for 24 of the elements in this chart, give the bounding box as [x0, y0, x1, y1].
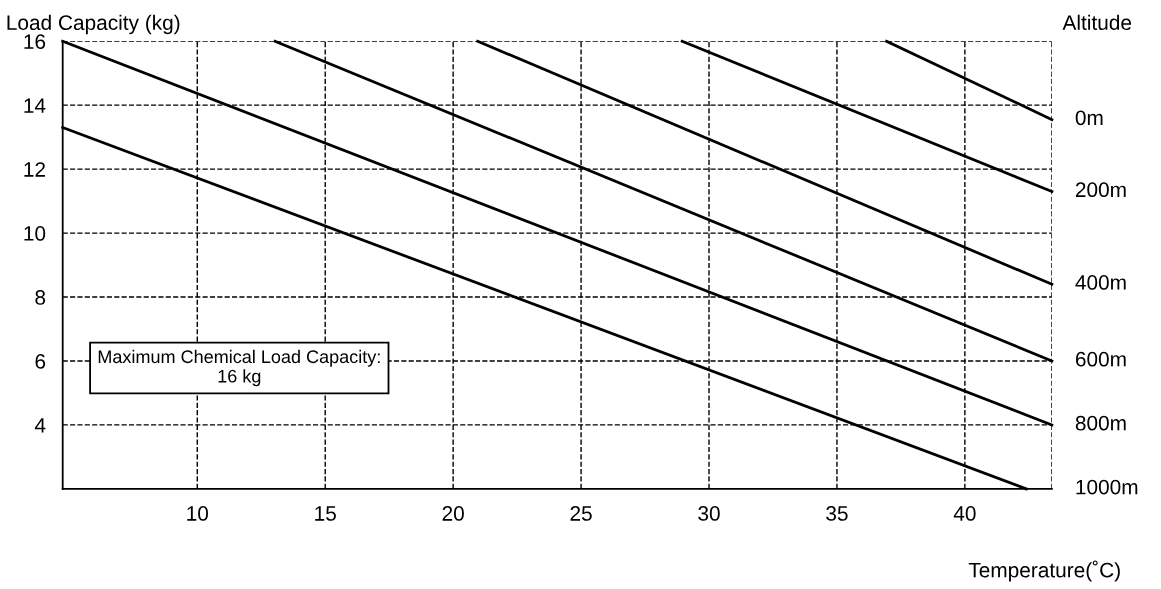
x-tick-label: 40	[953, 506, 976, 521]
x-tick-label: 35	[826, 506, 848, 521]
y-tick-label: 16	[24, 34, 46, 49]
y-axis-title: Load Capacity (kg)	[7, 14, 180, 35]
y-tick-label: 8	[35, 290, 46, 305]
series-label: 0m	[1075, 110, 1103, 126]
legend-title: Altitude	[1062, 14, 1132, 31]
x-tick-label: 15	[315, 506, 336, 521]
series-label: 800m	[1075, 415, 1126, 431]
series-label: 400m	[1075, 275, 1126, 290]
y-tick-label: 6	[35, 353, 46, 369]
y-tick-label: 12	[24, 162, 45, 177]
x-axis-title: Temperature(˚C)	[968, 560, 1120, 582]
text: 1000m	[1076, 479, 1138, 495]
series-label: 600m	[1075, 351, 1126, 367]
series-label: 200m	[1075, 182, 1126, 198]
y-tick-label: 14	[24, 98, 46, 113]
x-tick-label: 30	[698, 506, 720, 521]
y-tick-label: 4	[34, 418, 46, 433]
annotation: Maximum Chemical Load Capacity: 16 kg	[98, 349, 380, 387]
x-tick-label: 20	[442, 506, 464, 521]
y-tick-label: 10	[24, 226, 46, 241]
x-tick-label: 10	[187, 506, 209, 521]
x-tick-label: 25	[570, 506, 592, 521]
